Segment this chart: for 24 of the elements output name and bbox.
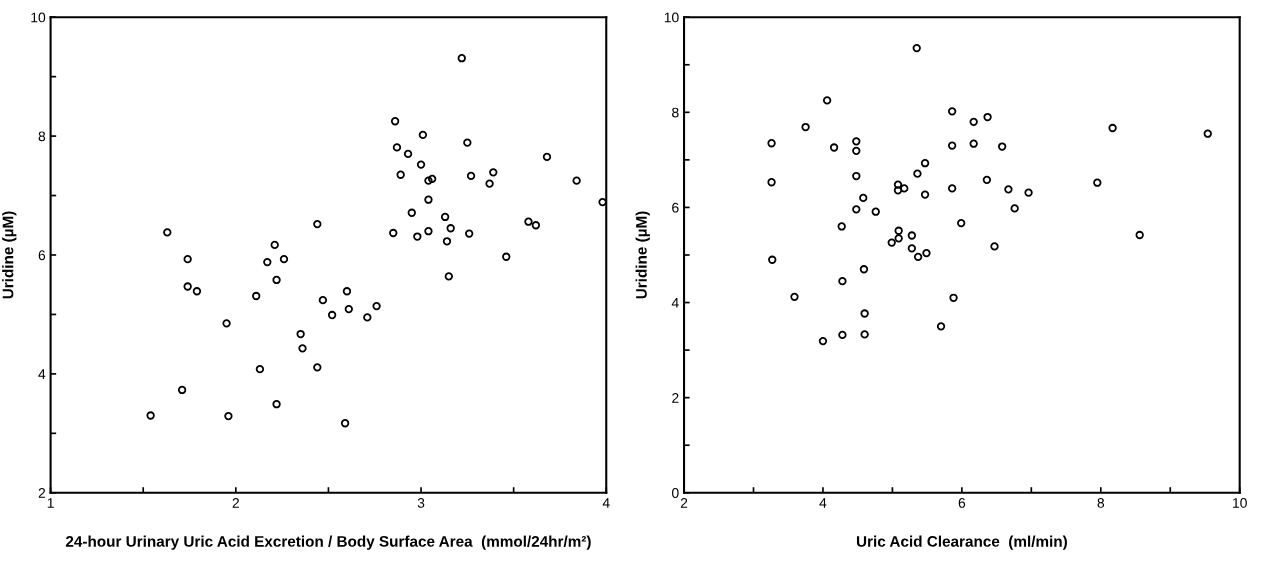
x-tick-label: 8 xyxy=(1097,498,1105,508)
y-tick-label: 2 xyxy=(38,488,46,498)
x-tick-label: 2 xyxy=(680,498,688,508)
x-tick-label: 3 xyxy=(417,498,425,508)
y-tick-label: 8 xyxy=(672,107,679,118)
y-tick-label: 6 xyxy=(38,250,46,261)
x-axis-title: 24-hour Urinary Uric Acid Excretion / Body Surface Area (mmol/24hr/m²) xyxy=(65,535,591,550)
y-tick-label: 0 xyxy=(672,488,679,498)
y-tick-label: 4 xyxy=(671,298,679,308)
y-tick-label: 10 xyxy=(31,12,46,23)
y-tick-label: 2 xyxy=(672,393,679,403)
x-axis-title: Uric Acid Clearance (ml/min) xyxy=(856,535,1067,550)
x-tick-label: 4 xyxy=(602,498,610,508)
y-tick-label: 10 xyxy=(664,12,679,23)
y-axis-title: Uridine (µM) xyxy=(2,211,17,299)
x-tick-label: 10 xyxy=(1233,498,1247,508)
y-tick-label: 6 xyxy=(672,202,679,213)
y-axis-title: Uridine (µM) xyxy=(635,211,650,299)
x-tick-label: 6 xyxy=(958,498,966,508)
x-tick-label: 4 xyxy=(819,498,827,508)
y-tick-label: 4 xyxy=(38,369,46,379)
x-tick-label: 2 xyxy=(232,498,239,508)
x-tick-label: 1 xyxy=(47,498,54,508)
y-tick-label: 8 xyxy=(38,131,46,142)
